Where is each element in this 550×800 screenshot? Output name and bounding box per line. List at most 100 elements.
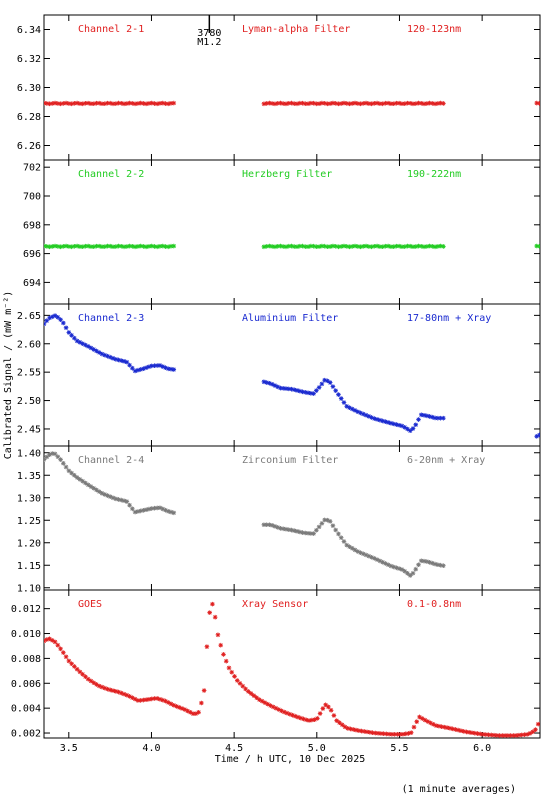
data-point [432,415,438,421]
data-point [278,243,283,249]
data-point [294,101,300,107]
data-point [212,614,218,620]
data-point [326,704,331,710]
data-point [399,423,405,429]
data-point [77,101,83,106]
data-point [143,101,149,107]
data-point [138,367,143,372]
data-point [418,412,424,418]
data-point [341,400,347,405]
data-point [146,244,152,249]
data-point [311,391,316,396]
data-point [243,686,248,692]
data-point [405,243,410,249]
data-point [380,559,385,565]
data-point [88,345,94,351]
data-point [491,732,497,738]
data-point [360,551,366,557]
data-point [61,461,66,466]
data-point [83,342,88,348]
data-point [157,505,163,511]
data-point [311,531,316,536]
data-point [52,100,58,106]
data-point [511,733,516,738]
data-point [349,101,355,106]
x-tick-label: 3.5 [60,743,78,754]
data-point [272,101,278,107]
data-point [149,696,154,702]
data-point [138,100,143,106]
data-point [96,683,102,689]
data-point [132,244,138,250]
data-point [124,101,130,106]
data-point [430,560,435,566]
data-point [407,100,413,106]
series-points [44,313,540,439]
data-point [127,243,132,249]
data-point [416,562,421,568]
data-point [127,100,132,106]
data-point [444,725,450,730]
data-point [366,244,372,249]
data-point [319,381,325,387]
data-point [353,727,359,733]
data-point [254,695,259,700]
data-point [55,101,61,106]
data-point [430,414,435,420]
data-point [96,100,102,106]
data-point [360,411,366,417]
data-point [418,101,424,106]
data-point [174,704,179,709]
panel-channel-label: Channel 2-2 [78,169,144,180]
data-point [372,416,377,421]
data-point [363,412,369,418]
data-point [102,685,108,691]
data-point [188,710,193,715]
data-point [74,666,80,672]
data-point [441,101,446,106]
panel-frame [43,159,541,305]
data-point [269,523,275,528]
data-point [283,244,289,250]
data-point [416,100,421,106]
data-point [55,314,61,320]
data-point [207,610,212,615]
data-point [121,101,127,107]
data-point [61,650,66,655]
data-point [88,484,94,489]
data-point [165,509,171,514]
data-point [292,713,298,719]
panel-filter-label: Zirconium Filter [242,455,338,466]
series-points [44,100,540,107]
data-point [261,101,267,107]
data-point [410,101,416,107]
data-point [377,244,383,249]
data-point [327,244,333,249]
data-point [355,409,361,415]
panel-band-label: 120-123nm [407,24,461,35]
data-point [338,101,344,106]
data-point [432,561,438,567]
data-point [358,244,363,250]
data-point [344,244,350,249]
data-point [275,101,280,106]
data-point [383,419,388,424]
data-point [72,243,77,249]
data-point [406,731,411,736]
data-point [330,243,336,249]
data-point [182,707,188,712]
data-point [52,313,58,318]
flare-number-label: 3780 [197,28,221,39]
data-point [455,727,461,733]
data-point [345,725,351,731]
data-point [311,243,316,249]
data-point [55,244,61,249]
data-point [396,566,402,571]
data-point [316,524,322,530]
data-point [63,243,69,249]
data-point [269,244,275,249]
data-point [154,505,160,511]
data-point [352,100,358,106]
data-point [83,480,88,486]
data-point [355,244,361,249]
